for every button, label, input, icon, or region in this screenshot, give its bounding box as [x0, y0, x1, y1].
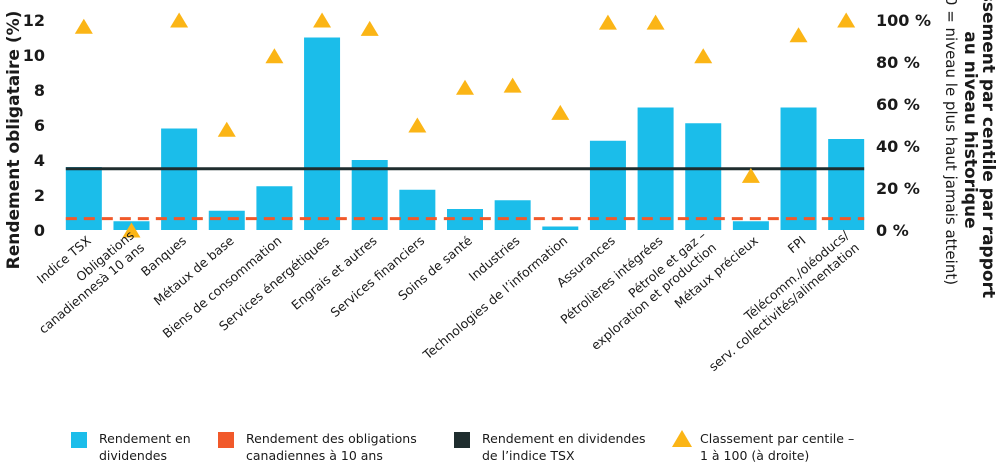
percentile-marker: [741, 167, 760, 183]
dividend-bar: [256, 186, 293, 230]
dividend-bar: [494, 200, 531, 230]
percentile-marker: [598, 14, 617, 30]
legend-item: Rendement en dividendes: [71, 430, 191, 464]
dividend-bar: [208, 210, 245, 230]
right-axis-ticks: 0 % 20 % 40 % 60 % 80 % 100 %: [876, 11, 931, 240]
left-axis-title: Rendement obligataire (%): [4, 11, 24, 270]
legend-swatch-icon: [71, 432, 87, 448]
legend-label: Rendement en dividendes: [99, 431, 191, 463]
percentile-marker: [408, 117, 427, 133]
percentile-marker: [170, 12, 189, 28]
left-tick-label: 4: [34, 151, 45, 170]
category-label: FPI: [785, 233, 809, 256]
legend-swatch-icon: [454, 432, 470, 448]
dividend-bar: [589, 140, 626, 230]
left-tick-label: 10: [23, 46, 45, 65]
right-tick-label: 100 %: [876, 11, 931, 30]
category-label: Télécomm./oléoducs/serv. collectivités/a…: [695, 227, 862, 374]
dividend-bar: [732, 221, 769, 230]
percentile-marker: [694, 48, 713, 64]
left-tick-label: 0: [34, 221, 45, 240]
percentile-marker: [503, 77, 522, 93]
legend-triangle-icon: [672, 430, 692, 447]
legend-item: Classement par centile – 1 à 100 (à droi…: [672, 430, 854, 464]
right-axis-subtitle: (100 = niveau le plus haut jamais attein…: [942, 0, 960, 285]
percentile-marker: [789, 27, 808, 43]
legend-swatch-icon: [218, 432, 234, 448]
legend-label: Classement par centile – 1 à 100 (à droi…: [700, 431, 855, 463]
dividend-bar: [828, 139, 865, 230]
dividend-bar: [542, 226, 579, 230]
dividend-yield-chart: 0 2 4 6 8 10 12 0 % 20 % 40 % 60 % 80 % 100 % Indic…: [4, 0, 998, 374]
reference-lines-layer: [65, 167, 865, 221]
left-tick-label: 2: [34, 186, 45, 205]
percentile-marker: [122, 222, 141, 238]
right-tick-label: 40 %: [876, 137, 920, 156]
legend-label: Rendement en dividendes de l’indice TSX: [482, 431, 646, 463]
percentile-marker: [551, 104, 570, 120]
percentile-marker: [313, 12, 332, 28]
right-tick-label: 0 %: [876, 221, 909, 240]
bars-layer: [65, 37, 865, 230]
dividend-bar: [685, 123, 722, 230]
percentile-marker: [217, 121, 236, 137]
dividend-bar: [399, 189, 436, 230]
percentile-markers-layer: [74, 12, 856, 238]
percentile-marker: [456, 79, 474, 95]
dividend-bar: [65, 167, 102, 230]
right-tick-label: 80 %: [876, 53, 920, 72]
legend-item: Rendement en dividendes de l’indice TSX: [454, 430, 646, 464]
left-tick-label: 6: [34, 116, 45, 135]
legend-item: Rendement des obligations canadiennes à …: [218, 430, 417, 464]
right-tick-label: 20 %: [876, 179, 920, 198]
right-axis-title-line-1: Classement par centile par rapport: [978, 0, 998, 298]
category-label: Engrais et autres: [288, 233, 379, 313]
percentile-marker: [837, 12, 856, 28]
percentile-marker: [74, 18, 93, 34]
percentile-marker: [360, 20, 379, 36]
right-tick-label: 60 %: [876, 95, 920, 114]
left-tick-label: 8: [34, 81, 45, 100]
left-axis-ticks: 0 2 4 6 8 10 12: [23, 11, 45, 240]
category-label: Métaux de base: [151, 233, 237, 309]
left-tick-label: 12: [23, 11, 45, 30]
percentile-marker: [265, 48, 284, 64]
dividend-bar: [161, 128, 198, 230]
legend: Rendement en dividendes Rendement des obl…: [0, 430, 1000, 476]
dividend-bar: [304, 37, 341, 230]
right-axis-title-line-2: au niveau historique: [960, 31, 980, 228]
percentile-marker: [646, 14, 665, 30]
legend-label: Rendement des obligations canadiennes à …: [246, 431, 417, 463]
